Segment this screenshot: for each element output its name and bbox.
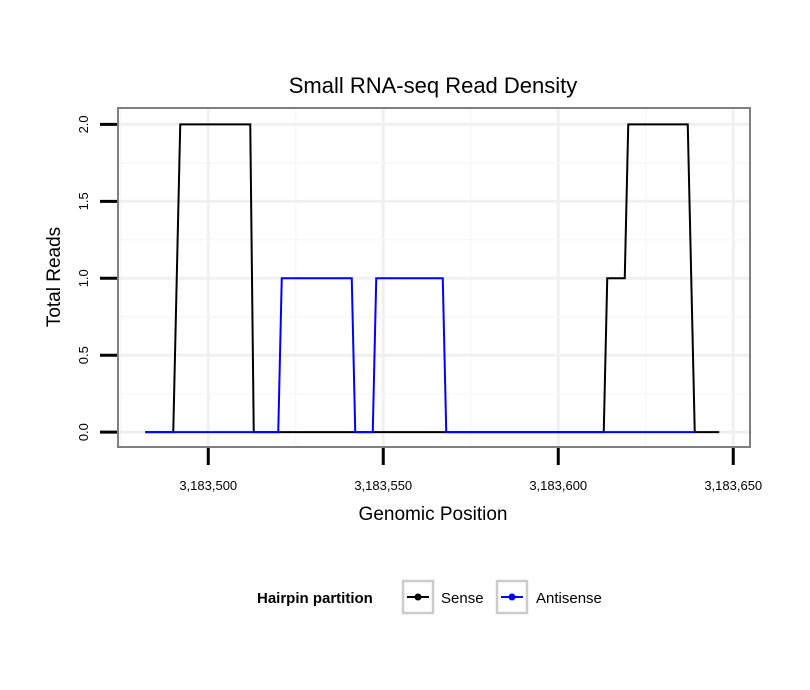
series-line-antisense: [145, 277, 695, 434]
legend-point-sense: [414, 593, 422, 601]
y-tick-label: 0.5: [76, 346, 91, 364]
y-tick-label: 1.5: [76, 192, 91, 210]
x-tick-label: 3,183,550: [354, 478, 412, 493]
chart-title: Small RNA-seq Read Density: [289, 73, 578, 98]
plot-border: [117, 107, 751, 448]
legend: Hairpin partition Sense Antisense: [257, 579, 602, 615]
legend-label-antisense: Antisense: [536, 590, 602, 607]
series-line-sense: [145, 123, 720, 434]
legend-title: Hairpin partition: [257, 590, 373, 607]
x-tick-label: 3,183,650: [704, 478, 762, 493]
x-axis-title: Genomic Position: [359, 504, 508, 525]
legend-label-sense: Sense: [441, 590, 484, 607]
y-tick-label: 2.0: [76, 115, 91, 133]
y-tick-label: 1.0: [76, 269, 91, 287]
y-tick-label: 0.0: [76, 423, 91, 441]
x-axis: 3,183,500 3,183,550 3,183,600 3,183,650: [179, 448, 762, 493]
x-tick-label: 3,183,500: [179, 478, 237, 493]
y-axis-title: Total Reads: [44, 227, 65, 327]
y-axis: 0.0 0.5 1.0 1.5 2.0: [76, 115, 117, 441]
legend-point-antisense: [508, 593, 516, 601]
x-tick-label: 3,183,600: [529, 478, 587, 493]
series-layer: [145, 123, 720, 434]
